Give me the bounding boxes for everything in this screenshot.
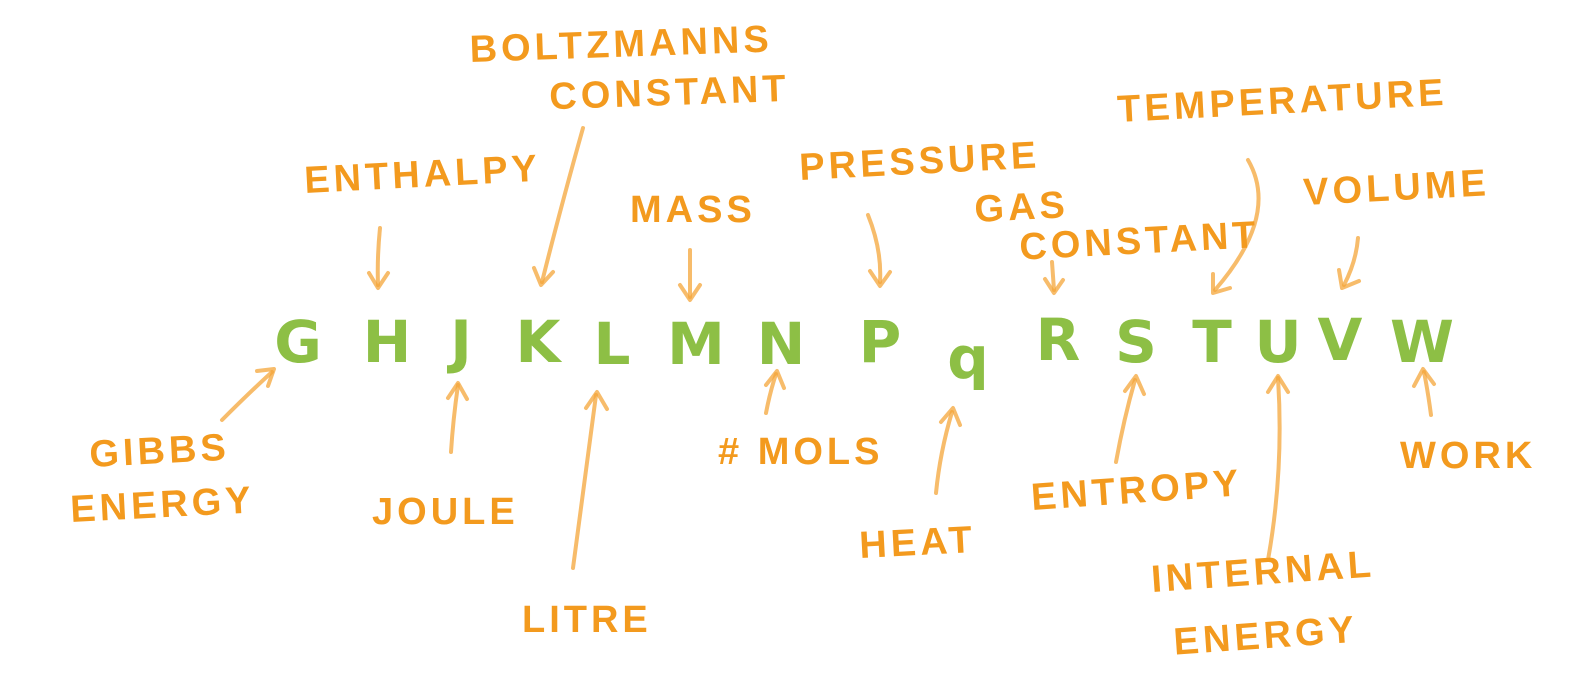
letter-s: S: [1115, 308, 1157, 376]
letter-k: K: [516, 308, 563, 376]
label-mass: MASS: [630, 189, 756, 231]
arrow-gas: [1043, 260, 1065, 295]
arrow-pressure: [866, 213, 892, 288]
letter-j: J: [446, 308, 472, 376]
letter-u: U: [1254, 308, 1301, 376]
letter-r: R: [1036, 306, 1081, 374]
arrow-mols: [764, 369, 786, 415]
label-joule: JOULE: [372, 491, 519, 533]
letter-l: L: [594, 310, 631, 378]
label-mols: # MOLS: [718, 431, 883, 473]
arrow-joule: [446, 381, 469, 454]
arrow-litre: [571, 390, 609, 570]
letter-n: N: [757, 310, 806, 378]
letter-m: M: [667, 310, 725, 378]
symbol-letters: G H J K L M N P q R S T U V W: [274, 306, 1454, 392]
arrow-boltzmann: [532, 126, 585, 287]
letter-t: T: [1192, 308, 1232, 376]
label-litre: LITRE: [522, 599, 652, 641]
arrow-entropy: [1114, 374, 1146, 464]
arrows: [220, 126, 1436, 570]
label-gibbs-energy: GIBBS ENERGY: [66, 425, 255, 531]
letter-g: G: [274, 308, 322, 376]
label-gas-constant: GAS CONSTANT: [973, 174, 1260, 271]
letter-w: W: [1390, 308, 1454, 376]
label-temperature: TEMPERATURE: [1116, 72, 1448, 131]
letter-v: V: [1318, 306, 1363, 374]
label-entropy: ENTROPY: [1030, 462, 1244, 519]
arrow-volume: [1337, 236, 1361, 290]
label-internal-energy: INTERNAL ENERGY: [1150, 542, 1395, 664]
arrow-gibbs: [220, 367, 276, 422]
label-pressure: PRESSURE: [798, 134, 1041, 189]
arrow-temperature: [1211, 158, 1261, 295]
label-boltzmanns-constant: BOLTZMANNS CONSTANT: [469, 18, 790, 121]
arrow-heat: [934, 406, 962, 495]
letter-h: H: [363, 308, 412, 376]
arrow-work: [1412, 367, 1436, 417]
label-volume: VOLUME: [1302, 162, 1491, 214]
arrow-internal-energy: [1266, 374, 1290, 562]
arrow-enthalpy: [367, 226, 390, 290]
letter-p: P: [859, 308, 902, 376]
arrow-mass: [678, 248, 702, 302]
letter-q: q: [947, 324, 989, 392]
label-work: WORK: [1400, 435, 1536, 477]
label-heat: HEAT: [858, 519, 977, 567]
label-enthalpy: ENTHALPY: [303, 148, 542, 202]
